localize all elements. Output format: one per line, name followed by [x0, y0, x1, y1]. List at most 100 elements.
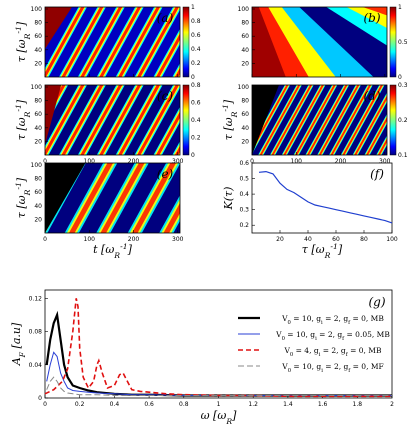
- x-tick-label: 0.8: [179, 401, 189, 408]
- heatmap-stripe: [365, 115, 387, 155]
- heatmap-stripe: [295, 85, 336, 155]
- y-tick-label: 100: [238, 84, 250, 91]
- panel-label: (b): [363, 11, 380, 25]
- heatmap-stripe: [271, 85, 313, 155]
- x-axis-label: t [ωR-1]: [93, 242, 132, 260]
- heatmap-stripe: [377, 138, 387, 155]
- heatmap-stripe: [154, 109, 180, 155]
- colorbar: [182, 6, 190, 78]
- heatmap-stripe: [80, 85, 123, 155]
- panel-label: (c): [157, 89, 173, 103]
- panel-label: (g): [368, 295, 385, 309]
- x-axis-label: τ [ωR-1]: [302, 242, 343, 260]
- y-tick-label: 60: [34, 111, 42, 118]
- x-tick-label: 0.4: [110, 401, 120, 408]
- heatmap-stripe: [61, 85, 104, 155]
- heatmap-image: [45, 85, 180, 155]
- heatmap-stripe: [330, 85, 372, 155]
- y-tick-label: 40: [34, 203, 42, 210]
- x-tick-label: 100: [291, 158, 303, 165]
- colorbar: [389, 6, 397, 78]
- heatmap-stripe: [306, 85, 348, 155]
- x-tick-label: 40: [304, 236, 312, 243]
- y-axis-label: τ [ωR-1]: [14, 177, 32, 218]
- heatmap-stripe: [174, 145, 180, 155]
- heatmap-stripe: [61, 7, 104, 77]
- y-tick-label: 0.2: [239, 222, 249, 229]
- x-tick-label: 1.8: [353, 401, 363, 408]
- y-axis-label: τ [ωR-1]: [14, 99, 32, 140]
- y-tick-label: 100: [31, 162, 43, 169]
- heatmap-stripe: [376, 135, 387, 155]
- x-tick-label: 0: [43, 158, 47, 165]
- y-tick-label: 100: [238, 6, 250, 13]
- heatmap-stripe: [99, 85, 142, 155]
- x-tick-label: 2: [390, 401, 394, 408]
- plot-frame: [251, 162, 393, 234]
- y-tick-label: 20: [34, 138, 42, 145]
- heatmap-stripe: [161, 198, 180, 233]
- plot-frame: [44, 84, 181, 156]
- heatmap-stripe: [174, 67, 180, 77]
- heatmap-image: [45, 7, 180, 77]
- y-axis-label: τ [ωR-1]: [221, 99, 239, 140]
- colorbar-tick-label: 0.2: [191, 60, 201, 67]
- plot-frame: [251, 6, 388, 78]
- heatmap-panel-d: (d) 20 40 60 80 100 0 100 200 300 τ [ωR-1] 0.1 0.2 0.…: [221, 82, 408, 165]
- y-axis-label: AF [a.u]: [10, 322, 27, 366]
- y-tick-label: 20: [241, 138, 249, 145]
- colorbar-tick-label: 0.4: [191, 117, 201, 124]
- colorbar-tick-label: 0.1: [398, 152, 408, 159]
- heatmap-stripe: [252, 85, 291, 155]
- x-tick-label: 200: [335, 158, 347, 165]
- y-tick-label: 80: [34, 98, 42, 105]
- y-tick-label: 20: [34, 60, 42, 67]
- colorbar-tick-label: 0.4: [191, 46, 201, 53]
- heatmap-stripe: [68, 163, 114, 233]
- heatmap-stripe: [352, 92, 387, 155]
- x-tick-label: 80: [360, 236, 368, 243]
- heatmap-stripe: [118, 7, 161, 77]
- heatmap-stripe: [100, 163, 145, 233]
- legend-label: V0 = 4, gi = 2, gf = 0, MB: [283, 346, 381, 358]
- colorbar-tick-label: 1: [191, 4, 195, 11]
- y-axis-label: K(τ): [222, 187, 235, 211]
- heatmap-stripe: [154, 31, 180, 77]
- y-tick-label: 40: [34, 125, 42, 132]
- heatmap-stripe: [283, 85, 324, 155]
- y-tick-label: 100: [31, 84, 43, 91]
- panel-label: (d): [363, 89, 380, 103]
- y-axis-label: τ [ωR-1]: [14, 21, 32, 62]
- heatmap-stripe: [45, 7, 85, 77]
- x-tick-label: 100: [84, 158, 96, 165]
- heatmap-stripe: [155, 33, 180, 77]
- colorbar-tick-label: 0.2: [191, 135, 201, 142]
- y-tick-label: 0.08: [29, 329, 43, 336]
- x-tick-label: 100: [84, 236, 96, 243]
- colorbar-tick-label: 0: [191, 74, 195, 81]
- heatmap-stripe: [45, 163, 86, 233]
- y-tick-label: 60: [34, 189, 42, 196]
- heatmap-image: [252, 85, 387, 155]
- legend-label: V0 = 10, gi = 2, gf = 0, MF: [281, 362, 383, 374]
- heatmap-stripe: [131, 163, 177, 233]
- heatmap-stripe: [318, 85, 360, 155]
- y-tick-label: 0.12: [29, 295, 43, 302]
- x-tick-label: 200: [128, 158, 140, 165]
- y-tick-label: 0.04: [29, 362, 43, 369]
- y-tick-label: 20: [34, 216, 42, 223]
- x-tick-label: 200: [128, 236, 140, 243]
- heatmap-image: [252, 7, 387, 77]
- series-line-2: [44, 298, 392, 398]
- colorbar-tick-label: 0.5: [398, 39, 408, 46]
- heatmap-stripe: [137, 7, 180, 77]
- heatmap-stripe: [163, 202, 180, 233]
- heatmap-stripe: [99, 7, 142, 77]
- heatmap-stripe: [137, 85, 180, 155]
- plot-frame: [44, 289, 393, 399]
- x-tick-label: 1.4: [283, 401, 293, 408]
- y-tick-label: 100: [31, 6, 43, 13]
- heatmap-stripe: [155, 111, 180, 155]
- heatmap-stripe: [365, 116, 387, 155]
- x-tick-label: 0: [250, 158, 254, 165]
